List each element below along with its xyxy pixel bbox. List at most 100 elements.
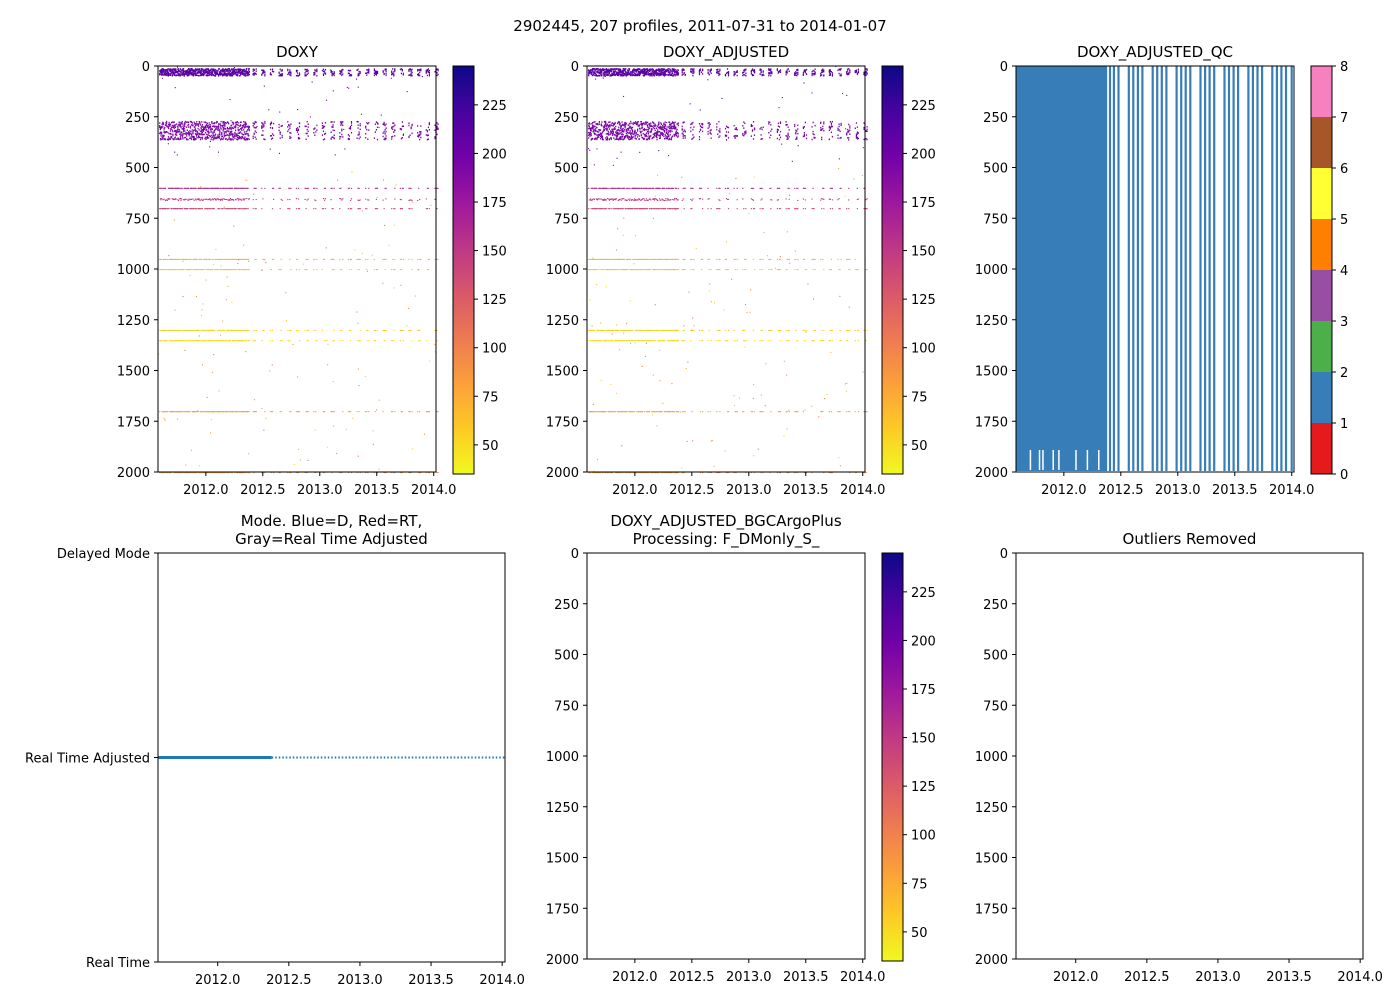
data-point [214,70,216,72]
data-point [628,127,630,130]
data-point [263,125,265,128]
data-point [194,198,197,200]
data-point [234,208,236,210]
data-point [622,134,624,136]
data-point [172,73,174,76]
data-point [173,68,175,70]
data-point [192,131,194,133]
data-point [425,71,427,73]
data-point [625,123,627,125]
data-point [192,329,194,331]
data-point [187,69,189,71]
x-tick-label: 2012.0 [183,483,229,498]
data-point [662,70,664,72]
data-point [204,72,206,74]
data-point [171,208,173,210]
data-point [326,446,328,448]
data-point [238,258,240,260]
data-point [174,198,176,200]
data-point [436,68,438,71]
data-point [181,121,183,123]
data-point [358,131,360,133]
data-point [253,399,255,401]
data-point [174,72,176,75]
data-point [173,72,175,74]
data-point [699,69,702,72]
data-point [182,70,184,72]
data-point [437,258,439,260]
data-point [627,70,629,72]
data-point [635,138,637,140]
data-point [213,70,215,72]
data-point [305,472,307,474]
data-point [236,124,238,126]
data-point [166,69,168,71]
data-point [208,137,210,139]
data-point [168,69,170,72]
data-point [209,329,211,331]
data-point [314,187,316,189]
data-point [348,72,350,75]
data-point [186,126,188,128]
data-point [182,258,184,260]
data-point [180,70,182,72]
data-point [191,208,193,210]
data-point [213,126,215,128]
data-point [384,340,386,342]
data-point [196,258,198,260]
data-point [813,70,815,72]
data-point [245,351,247,353]
data-point [684,74,686,76]
data-point [357,86,359,88]
data-point [184,136,186,139]
data-point [229,127,231,129]
data-point [627,69,629,71]
data-point [322,411,325,413]
data-point [201,72,203,75]
data-point [753,69,756,71]
data-point [289,258,291,260]
data-point [340,269,342,271]
y-tick-label: 750 [125,212,150,227]
data-point [246,71,249,74]
data-point [253,187,255,189]
data-point [167,198,170,200]
data-point [199,136,201,139]
data-point [399,340,401,342]
data-point [361,210,363,212]
data-point [214,133,217,136]
data-point [829,70,831,73]
data-point [406,325,408,327]
data-point [191,187,193,189]
data-point [295,129,298,131]
data-point [648,137,651,139]
data-point [628,124,630,127]
data-point [246,269,248,271]
data-point [812,69,814,72]
data-point [822,69,824,72]
data-point [357,208,359,210]
data-point [383,73,385,76]
data-point [348,74,350,77]
data-point [200,72,202,74]
data-point [228,70,230,72]
data-point [227,472,229,474]
data-point [223,121,225,123]
data-point [306,340,308,342]
data-point [188,199,190,201]
data-point [376,70,379,73]
data-point [242,208,244,210]
data-point [271,137,274,139]
data-point [248,260,250,262]
data-point [605,128,607,130]
data-point [162,269,165,271]
data-point [346,86,348,88]
data-point [235,72,237,75]
data-point [426,129,428,132]
data-point [168,329,170,331]
data-point [201,364,203,366]
data-point [263,69,265,72]
data-point [184,208,186,210]
data-point [350,258,353,260]
data-point [623,137,626,140]
